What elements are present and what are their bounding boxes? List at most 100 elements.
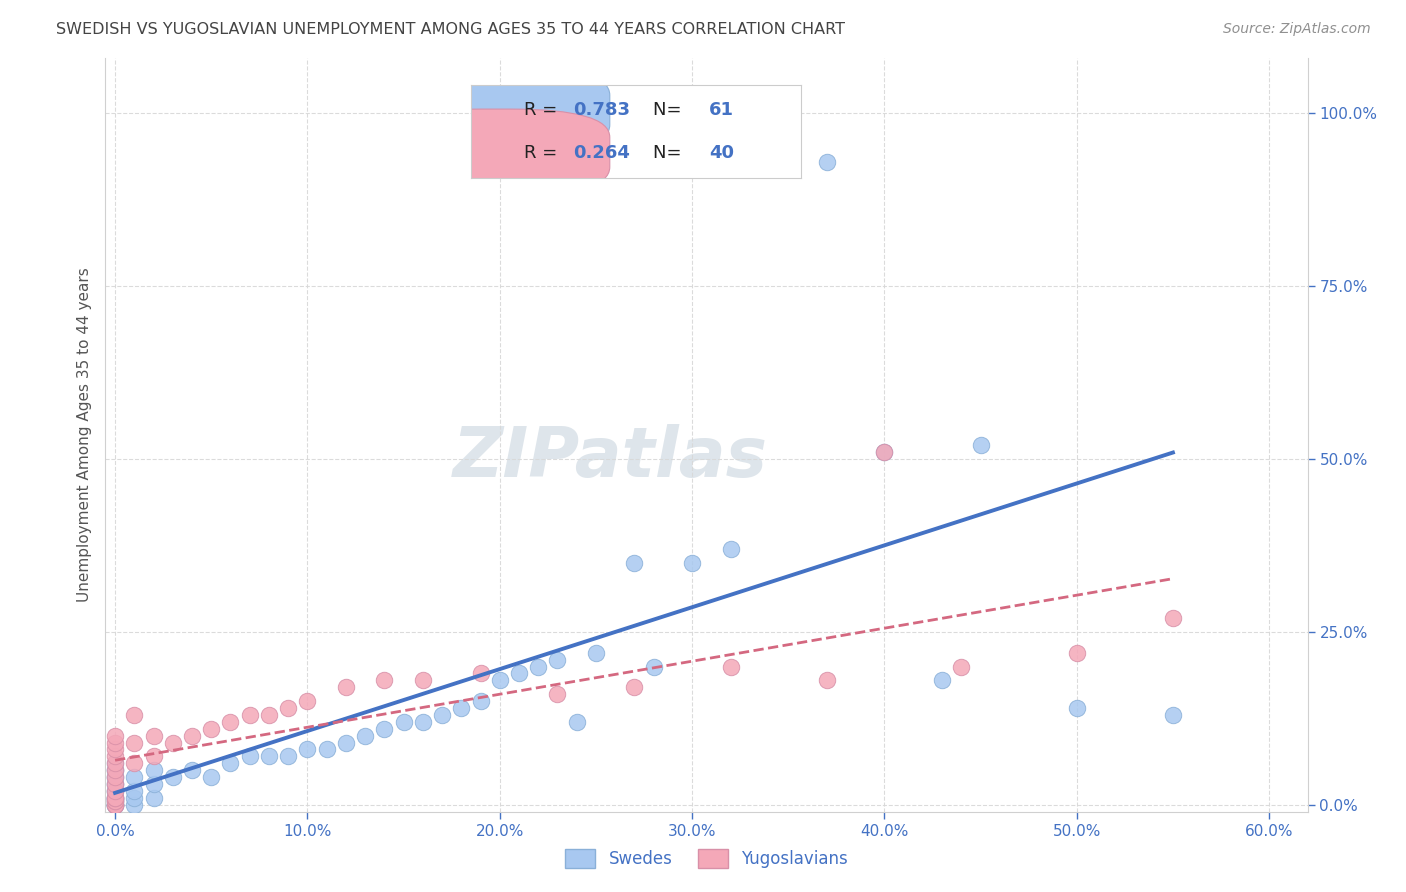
Point — [720, 541, 742, 556]
Text: ZIPatlas: ZIPatlas — [453, 424, 768, 491]
Point — [277, 749, 299, 764]
Point — [681, 556, 703, 570]
Point — [104, 770, 127, 784]
Text: R =: R = — [524, 145, 562, 162]
Point — [623, 556, 645, 570]
Point — [104, 797, 127, 812]
Point — [720, 659, 742, 673]
Point — [488, 673, 510, 688]
Point — [104, 777, 127, 791]
Point — [412, 714, 434, 729]
Point — [335, 680, 357, 694]
Point — [1161, 707, 1184, 722]
Point — [142, 790, 165, 805]
Point — [354, 729, 377, 743]
Point — [104, 742, 127, 756]
Point — [104, 770, 127, 784]
Point — [104, 794, 127, 808]
Point — [508, 666, 530, 681]
Point — [200, 722, 222, 736]
Point — [104, 797, 127, 812]
Legend: Swedes, Yugoslavians: Swedes, Yugoslavians — [558, 842, 855, 875]
Point — [239, 749, 262, 764]
Point — [778, 154, 800, 169]
Point — [104, 797, 127, 812]
Point — [412, 673, 434, 688]
Point — [104, 790, 127, 805]
Point — [104, 790, 127, 805]
Point — [219, 714, 242, 729]
Text: N=: N= — [652, 145, 688, 162]
Point — [124, 784, 146, 798]
Text: R =: R = — [524, 101, 562, 119]
FancyBboxPatch shape — [382, 109, 610, 195]
Point — [124, 756, 146, 771]
Point — [277, 701, 299, 715]
Point — [104, 790, 127, 805]
Point — [104, 756, 127, 771]
Point — [162, 770, 184, 784]
Point — [392, 714, 415, 729]
Point — [585, 646, 607, 660]
Point — [142, 763, 165, 777]
Point — [219, 756, 242, 771]
Point — [470, 694, 492, 708]
Point — [104, 790, 127, 805]
Point — [104, 797, 127, 812]
Text: 40: 40 — [709, 145, 734, 162]
Point — [104, 763, 127, 777]
Point — [1066, 701, 1088, 715]
Point — [239, 707, 262, 722]
Point — [873, 445, 896, 459]
Point — [124, 790, 146, 805]
Y-axis label: Unemployment Among Ages 35 to 44 years: Unemployment Among Ages 35 to 44 years — [77, 268, 93, 602]
Point — [335, 735, 357, 749]
Point — [104, 784, 127, 798]
Point — [815, 154, 838, 169]
Point — [430, 707, 453, 722]
Point — [873, 445, 896, 459]
Point — [104, 777, 127, 791]
Point — [1161, 611, 1184, 625]
Point — [181, 763, 204, 777]
Point — [104, 756, 127, 771]
Point — [546, 687, 568, 701]
Point — [373, 722, 395, 736]
Point — [104, 797, 127, 812]
Point — [104, 729, 127, 743]
Point — [470, 666, 492, 681]
Point — [104, 794, 127, 808]
Text: 61: 61 — [709, 101, 734, 119]
Point — [104, 797, 127, 812]
Point — [142, 777, 165, 791]
Point — [969, 438, 991, 452]
Point — [297, 694, 319, 708]
Point — [104, 770, 127, 784]
Point — [104, 777, 127, 791]
Point — [104, 797, 127, 812]
Text: SWEDISH VS YUGOSLAVIAN UNEMPLOYMENT AMONG AGES 35 TO 44 YEARS CORRELATION CHART: SWEDISH VS YUGOSLAVIAN UNEMPLOYMENT AMON… — [56, 22, 845, 37]
Point — [297, 742, 319, 756]
Point — [643, 659, 665, 673]
Point — [623, 680, 645, 694]
FancyBboxPatch shape — [382, 67, 610, 153]
Point — [181, 729, 204, 743]
Text: N=: N= — [652, 101, 688, 119]
Point — [104, 790, 127, 805]
Point — [565, 714, 588, 729]
Point — [124, 797, 146, 812]
Point — [104, 790, 127, 805]
Text: 0.783: 0.783 — [574, 101, 630, 119]
Point — [450, 701, 472, 715]
Point — [104, 794, 127, 808]
Point — [257, 749, 280, 764]
Point — [104, 763, 127, 777]
Point — [815, 673, 838, 688]
Point — [950, 659, 973, 673]
Point — [200, 770, 222, 784]
Text: Source: ZipAtlas.com: Source: ZipAtlas.com — [1223, 22, 1371, 37]
Point — [104, 749, 127, 764]
Point — [546, 652, 568, 666]
Point — [104, 794, 127, 808]
Point — [142, 749, 165, 764]
